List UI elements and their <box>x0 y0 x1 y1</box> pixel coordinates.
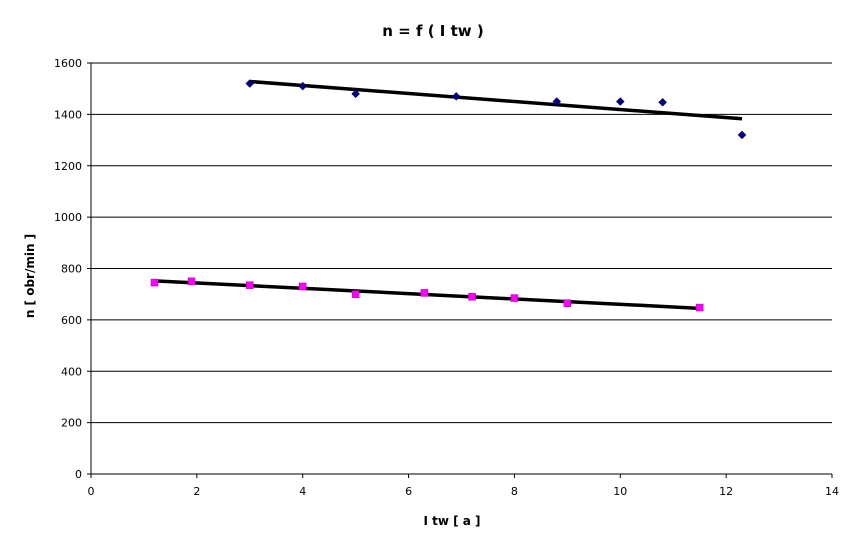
data-point <box>451 92 461 101</box>
data-point <box>695 303 704 312</box>
y-axis-label: n [ obr/min ] <box>23 234 37 318</box>
x-tick-label: 8 <box>511 485 518 498</box>
trendlines <box>154 79 743 311</box>
data-point <box>563 299 572 307</box>
chart-title: n = f ( I tw ) <box>382 22 483 40</box>
data-point <box>351 290 360 298</box>
y-tick-label: 400 <box>61 365 82 378</box>
data-point <box>510 294 519 302</box>
y-tick-label: 600 <box>61 314 82 327</box>
data-point <box>246 281 254 289</box>
data-point <box>150 278 159 287</box>
x-tick-label: 6 <box>405 485 412 498</box>
data-point <box>245 79 255 88</box>
y-tick-label: 1000 <box>54 211 82 224</box>
x-tick-label: 4 <box>299 485 306 498</box>
y-tick-label: 1200 <box>54 160 82 173</box>
x-tick-label: 10 <box>613 485 627 498</box>
y-tick-label: 200 <box>61 417 82 430</box>
x-tick-label: 0 <box>88 485 95 498</box>
data-point <box>737 130 747 140</box>
y-tick-label: 1400 <box>54 108 82 121</box>
data-point <box>615 97 625 106</box>
data-point <box>552 97 562 106</box>
data-point <box>298 282 307 291</box>
x-tick-label: 2 <box>193 485 200 498</box>
gridlines <box>91 62 832 424</box>
data-point <box>468 293 476 301</box>
data-point <box>420 289 429 297</box>
x-tick-label: 12 <box>719 485 733 498</box>
y-tick-label: 1600 <box>54 57 82 70</box>
y-tick-labels: 0 200 400 600 800 1000 1200 1400 1600 <box>54 57 82 481</box>
trendline <box>249 79 743 121</box>
data-points <box>150 79 747 312</box>
data-point <box>298 81 308 91</box>
data-point <box>187 277 196 286</box>
axes <box>87 62 833 478</box>
data-point <box>658 97 667 107</box>
x-tick-label: 14 <box>825 485 839 498</box>
data-point <box>351 89 360 99</box>
x-axis-label: I tw [ a ] <box>423 514 480 528</box>
y-tick-label: 800 <box>61 263 82 276</box>
y-tick-label: 0 <box>75 468 82 481</box>
x-tick-labels: 0 2 4 6 8 10 12 14 <box>88 485 840 498</box>
